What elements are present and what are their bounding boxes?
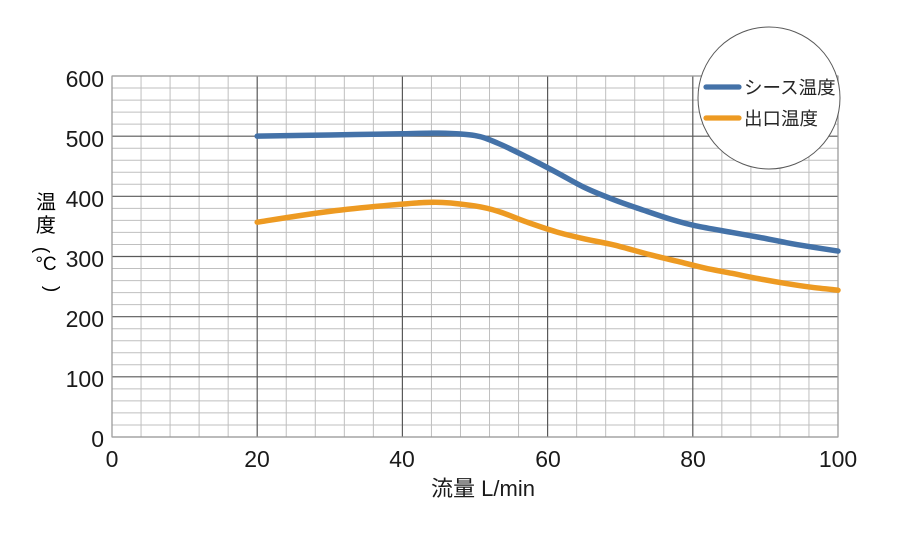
svg-text:°C: °C [35,254,56,275]
svg-text:出口温度: 出口温度 [744,108,818,129]
svg-text:300: 300 [66,246,104,272]
svg-text:600: 600 [66,66,104,92]
svg-text:0: 0 [91,426,104,452]
svg-text:40: 40 [389,446,415,472]
svg-text:度: 度 [36,209,56,238]
svg-text:200: 200 [66,306,104,332]
svg-text:400: 400 [66,186,104,212]
svg-text:0: 0 [106,446,119,472]
svg-text:): ) [30,247,51,253]
svg-text:100: 100 [819,446,857,472]
svg-text:80: 80 [680,446,706,472]
svg-text:500: 500 [66,126,104,152]
svg-text:流量 L/min: 流量 L/min [431,476,535,501]
svg-text:100: 100 [66,366,104,392]
svg-text:シース温度: シース温度 [744,77,836,98]
svg-text:): ) [41,286,62,292]
svg-text:60: 60 [535,446,561,472]
svg-text:20: 20 [244,446,270,472]
